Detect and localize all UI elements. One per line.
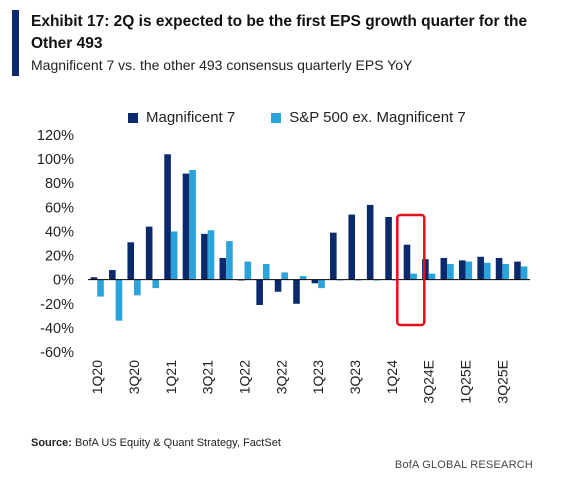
bar-sp500ex [447, 263, 454, 280]
y-tick-label: 100% [37, 152, 74, 168]
bar-mag7 [219, 257, 227, 280]
bar-sp500ex [299, 276, 307, 280]
bar-mag7 [164, 154, 171, 280]
x-tick-label: 1Q23 [310, 360, 326, 394]
x-tick-label: 1Q21 [163, 360, 179, 394]
bar-mag7 [127, 242, 135, 280]
bar-sp500ex [244, 261, 252, 280]
legend-item-mag7: Magnificent 7 [128, 109, 235, 126]
source-note: Source: BofA US Equity & Quant Strategy,… [31, 437, 281, 449]
bar-sp500ex [465, 261, 473, 280]
y-tick-label: 40% [45, 224, 74, 240]
eps-growth-bar-chart: -60% -40% -20% 0% 20% 40% 60% 80% 100% 120% 1Q20 3Q… [37, 128, 530, 404]
bar-sp500ex [520, 266, 528, 280]
bar-mag7 [145, 226, 153, 280]
x-tick-label: 3Q21 [200, 360, 216, 394]
y-tick-label: 20% [45, 249, 74, 265]
bar-sp500ex [152, 279, 160, 289]
bar-sp500ex [207, 230, 215, 280]
bar-sp500ex [97, 279, 104, 297]
bar-sp500ex [502, 263, 509, 280]
legend-swatch-sp500ex [271, 112, 282, 123]
exhibit-subtitle: Magnificent 7 vs. the other 493 consensu… [31, 57, 413, 73]
bar-sp500ex [281, 272, 288, 280]
x-tick-label: 3Q25E [494, 360, 510, 404]
chart-legend: Magnificent 7 S&P 500 ex. Magnificent 7 [128, 109, 502, 126]
y-tick-label: 120% [37, 128, 74, 144]
bar-mag7 [366, 204, 374, 280]
bar-mag7 [495, 257, 503, 280]
x-tick-label: 3Q22 [273, 360, 289, 394]
y-tick-label: -20% [40, 297, 74, 313]
y-tick-label: -40% [40, 321, 74, 337]
bar-mag7 [458, 260, 466, 280]
bar-sp500ex [318, 279, 325, 289]
bar-sp500ex [226, 241, 233, 280]
bar-sp500ex [483, 262, 491, 280]
bar-mag7 [440, 257, 448, 280]
bar-mag7 [201, 233, 208, 280]
bar-mag7 [385, 216, 392, 280]
bar-mag7 [477, 256, 484, 280]
y-tick-label: 80% [45, 176, 74, 192]
bar-sp500ex [115, 279, 123, 321]
legend-label-mag7: Magnificent 7 [146, 109, 236, 126]
bar-mag7 [109, 270, 116, 280]
bar-sp500ex [189, 169, 196, 280]
bar-sp500ex [262, 263, 270, 280]
y-tick-label: -60% [40, 345, 74, 361]
bar-mag7 [311, 279, 319, 284]
x-tick-label: 3Q24E [421, 360, 437, 404]
legend-swatch-mag7 [128, 112, 138, 123]
x-tick-label: 1Q22 [237, 360, 253, 394]
bar-mag7 [514, 261, 521, 280]
bar-mag7 [330, 232, 337, 280]
bar-sp500ex [428, 273, 436, 280]
bar-mag7 [90, 277, 98, 280]
y-tick-label: 0% [53, 273, 74, 289]
source-text: BofA US Equity & Quant Strategy, FactSet [75, 437, 281, 449]
exhibit-title: Exhibit 17: 2Q is expected to be the fir… [31, 13, 528, 52]
bar-mag7 [182, 173, 190, 280]
brand-label: BofA GLOBAL RESEARCH [394, 459, 533, 471]
bar-mag7 [256, 279, 263, 305]
x-tick-label: 3Q23 [347, 360, 363, 394]
y-tick-label: 60% [45, 200, 74, 216]
bar-sp500ex [170, 231, 178, 280]
bar-mag7 [403, 244, 411, 280]
x-tick-label: 3Q20 [126, 360, 142, 394]
x-tick-label: 1Q20 [89, 360, 105, 394]
bar-mag7 [274, 279, 282, 292]
highlight-box [396, 213, 426, 327]
x-tick-label: 1Q24 [384, 360, 400, 394]
source-label: Source: [31, 437, 72, 449]
bar-sp500ex [410, 273, 417, 280]
bar-sp500ex [134, 279, 141, 296]
legend-item-sp500ex: S&P 500 ex. Magnificent 7 [271, 109, 466, 126]
title-accent-bar [12, 10, 19, 76]
bar-mag7 [348, 214, 356, 280]
legend-label-sp500ex: S&P 500 ex. Magnificent 7 [289, 109, 466, 126]
bar-mag7 [293, 279, 300, 304]
x-tick-label: 1Q25E [458, 360, 474, 404]
